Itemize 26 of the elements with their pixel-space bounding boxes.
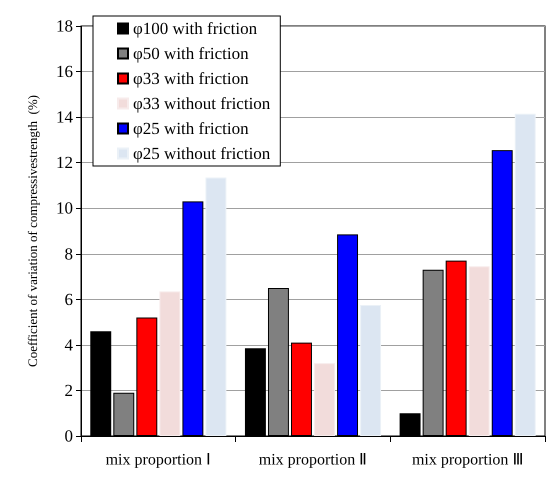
bar bbox=[159, 291, 180, 436]
y-tick-label: 10 bbox=[56, 198, 73, 218]
y-tick-label: 2 bbox=[64, 380, 73, 400]
bar bbox=[514, 114, 536, 436]
y-tick-label: 16 bbox=[56, 62, 73, 82]
legend-label: φ33 with friction bbox=[133, 69, 250, 88]
y-tick-label: 14 bbox=[56, 108, 74, 127]
legend-label: φ100 with friction bbox=[133, 19, 258, 38]
y-tick-label: 12 bbox=[56, 153, 73, 172]
legend-label: φ25 with friction bbox=[133, 119, 250, 138]
y-tick-label: 18 bbox=[56, 16, 73, 36]
x-tick-label: mix proportion Ⅲ bbox=[412, 452, 524, 468]
bar bbox=[314, 363, 335, 436]
y-tick-label: 8 bbox=[64, 244, 73, 264]
y-tick-label: 0 bbox=[64, 426, 73, 446]
y-axis-title: Coefficient of variation of compressivestrength (%) bbox=[25, 95, 40, 367]
bar bbox=[360, 305, 382, 436]
bar bbox=[468, 266, 490, 436]
y-tick-label: 4 bbox=[64, 335, 74, 354]
y-tick-label: 6 bbox=[64, 290, 73, 309]
x-tick-label: mix proportion Ⅰ bbox=[106, 452, 212, 468]
legend-label: φ33 without friction bbox=[133, 94, 271, 113]
x-tick-label: mix proportion Ⅱ bbox=[258, 452, 368, 468]
legend-label: φ25 without friction bbox=[133, 144, 271, 163]
legend-label: φ50 with friction bbox=[133, 44, 250, 63]
bar bbox=[205, 177, 226, 436]
